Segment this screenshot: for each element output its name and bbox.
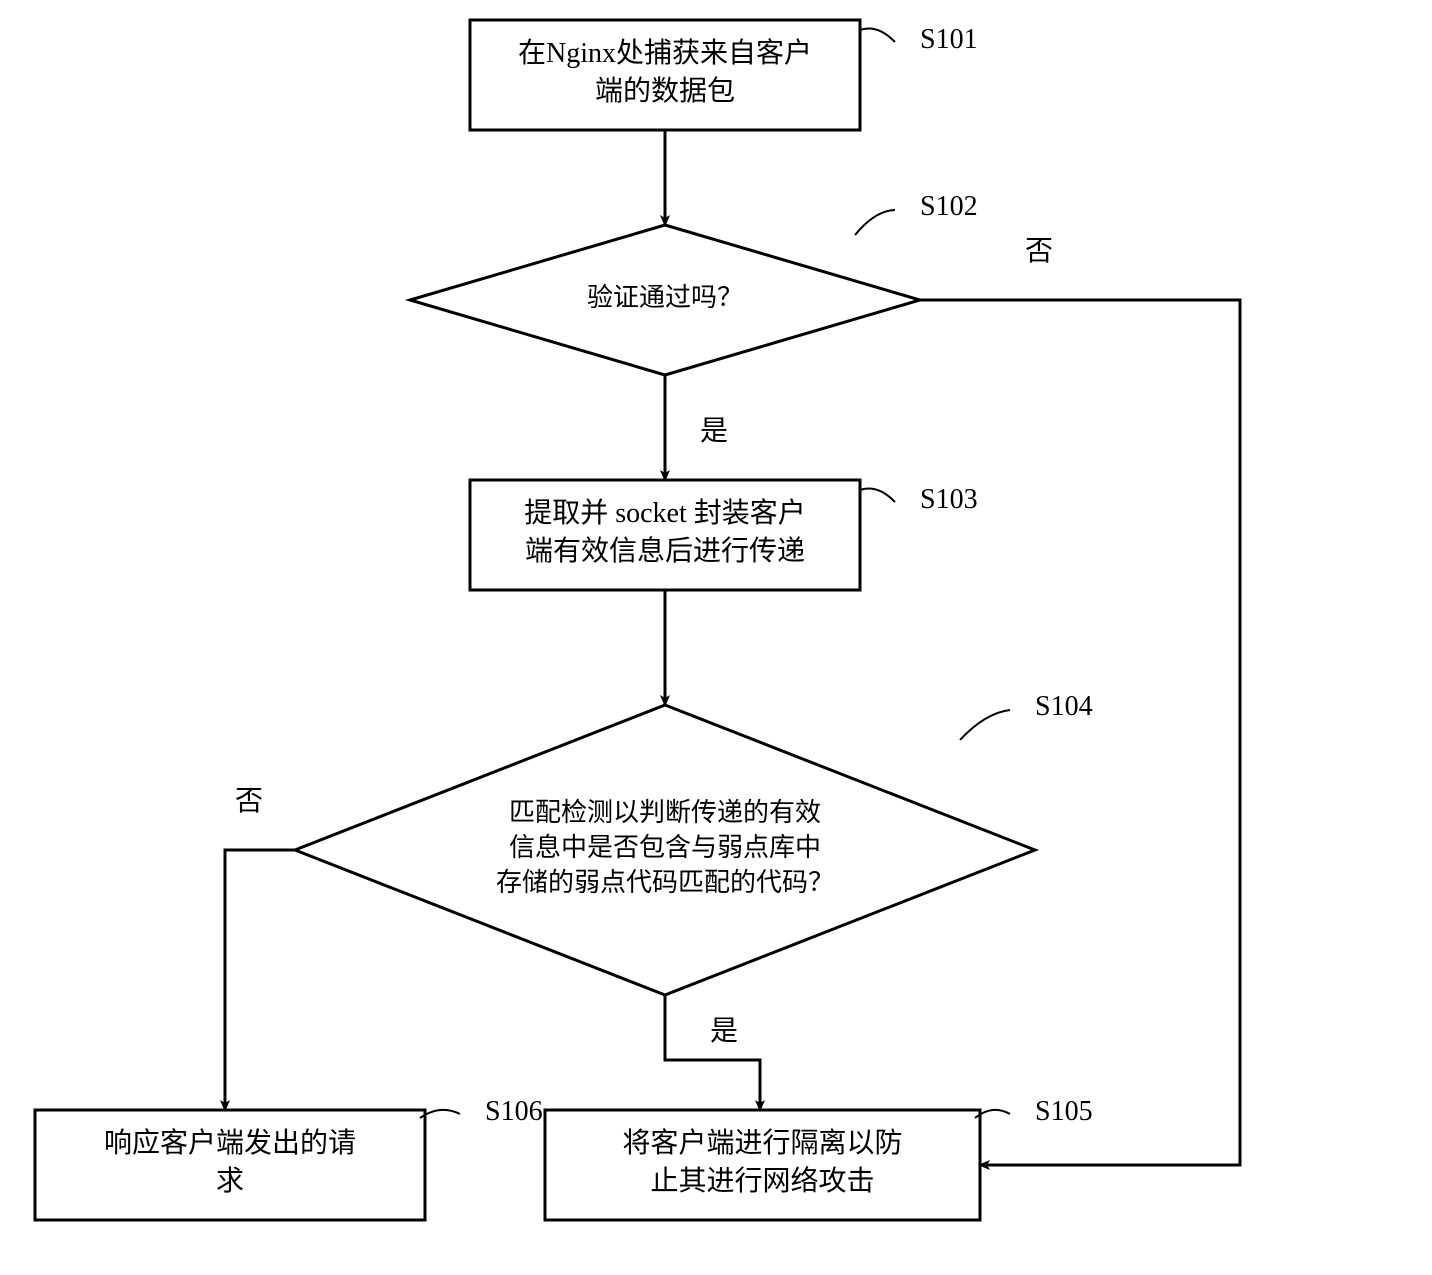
flow-edge-label-3: 是 [710, 1016, 738, 1047]
step-tag-s103: S103 [920, 484, 978, 515]
flow-box-s105 [545, 1110, 980, 1220]
tag-connector-3 [960, 710, 1010, 740]
step-tag-s104: S104 [1035, 691, 1093, 722]
flow-box-s103 [470, 480, 860, 590]
flow-edge-4 [225, 850, 295, 1110]
flow-decision-text-s102: 验证通过吗？ [587, 283, 743, 312]
flow-box-s101 [470, 20, 860, 130]
flow-box-text-s103: 提取并 socket 封装客户端有效信息后进行传递 [524, 498, 806, 568]
tag-connector-2 [860, 489, 895, 503]
flow-box-text-s101: 在Nginx处捕获来自客户端的数据包 [518, 38, 812, 108]
flow-edge-label-5: 否 [1025, 236, 1053, 267]
tag-connector-1 [855, 210, 895, 235]
step-tag-s105: S105 [1035, 1096, 1093, 1127]
flow-edge-label-4: 否 [235, 786, 263, 817]
tag-connector-0 [860, 29, 895, 43]
step-tag-s101: S101 [920, 24, 978, 55]
flow-edge-label-1: 是 [700, 416, 728, 447]
flow-box-s106 [35, 1110, 425, 1220]
flow-box-text-s105: 将客户端进行隔离以防止其进行网络攻击 [622, 1128, 902, 1198]
flow-decision-text-s104: 匹配检测以判断传递的有效信息中是否包含与弱点库中存储的弱点代码匹配的代码？ [496, 798, 834, 897]
flow-box-text-s106: 响应客户端发出的请求 [104, 1128, 356, 1198]
flow-edge-3 [665, 995, 760, 1110]
step-tag-s106: S106 [485, 1096, 543, 1127]
step-tag-s102: S102 [920, 191, 978, 222]
